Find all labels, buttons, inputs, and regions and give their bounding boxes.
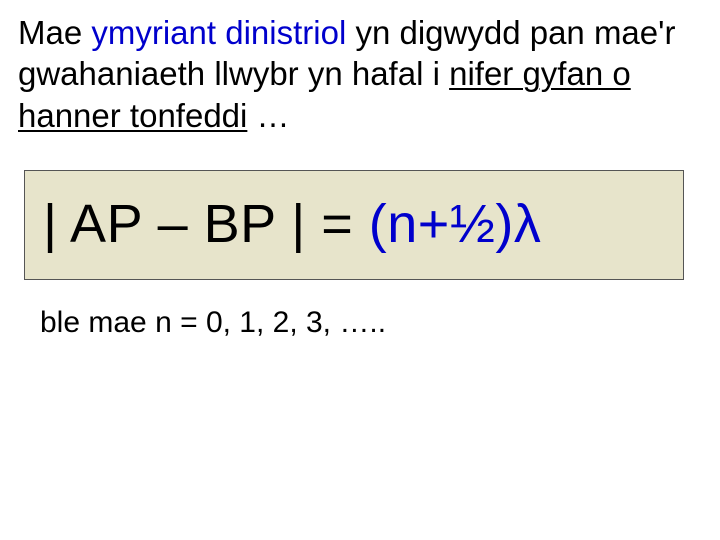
intro-suffix: … bbox=[247, 97, 289, 134]
intro-prefix: Mae bbox=[18, 14, 91, 51]
intro-paragraph: Mae ymyriant dinistriol yn digwydd pan m… bbox=[18, 12, 702, 136]
footer-line: ble mae n = 0, 1, 2, 3, ….. bbox=[40, 306, 702, 340]
formula-eq: = bbox=[306, 194, 369, 254]
key-term: ymyriant dinistriol bbox=[91, 14, 346, 51]
slide: Mae ymyriant dinistriol yn digwydd pan m… bbox=[0, 0, 720, 540]
formula: | AP – BP | = (n+½)λ bbox=[43, 194, 541, 254]
formula-rhs: (n+½)λ bbox=[369, 194, 542, 254]
formula-lhs: | AP – BP | bbox=[43, 194, 306, 254]
formula-box: | AP – BP | = (n+½)λ bbox=[24, 170, 684, 280]
